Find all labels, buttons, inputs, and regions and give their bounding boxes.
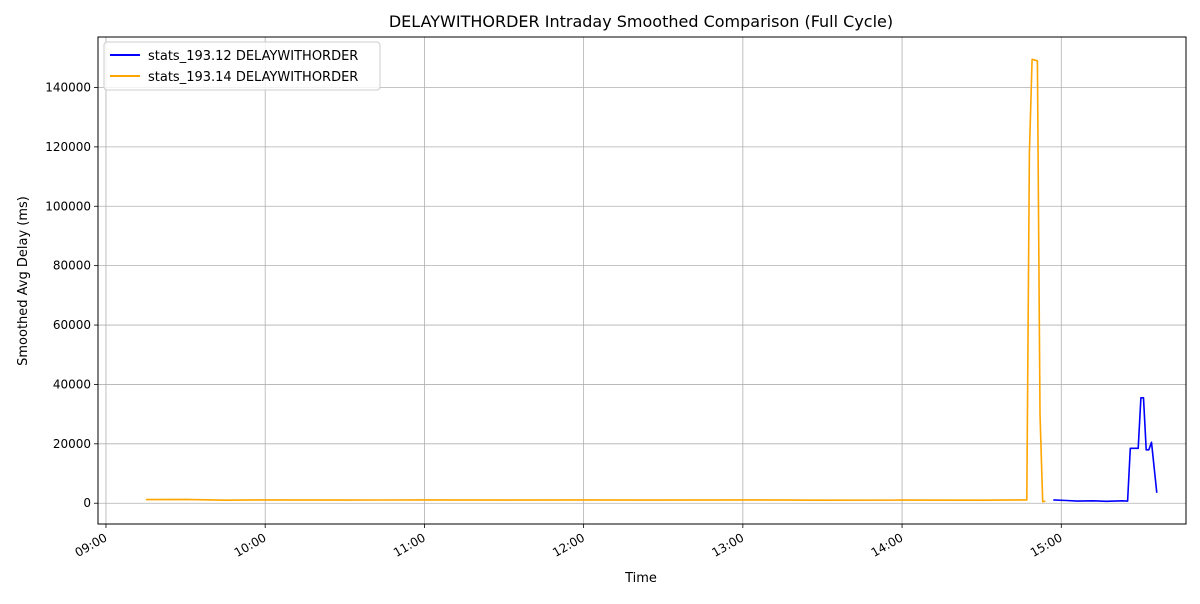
grid-lines [98, 37, 1186, 524]
y-axis-ticks: 0 20000 40000 60000 80000 100000 120000 140000 [45, 80, 98, 510]
plot-area-frame [97, 36, 1187, 525]
chart-title: DELAYWITHORDER Intraday Smoothed Compari… [389, 12, 893, 31]
x-axis-label: Time [624, 571, 657, 586]
y-tick-label: 140000 [45, 80, 91, 94]
legend-box [103, 41, 381, 91]
y-tick-label: 40000 [53, 377, 91, 391]
y-tick-label: 120000 [45, 140, 91, 154]
legend-label-2: stats_193.14 DELAYWITHORDER [148, 70, 358, 85]
y-tick-label: 80000 [53, 259, 91, 273]
y-tick-label: 100000 [45, 199, 91, 213]
y-tick-label: 20000 [53, 437, 91, 451]
series-lines [145, 58, 1158, 503]
y-tick-label: 60000 [53, 318, 91, 332]
y-axis-label: Smoothed Avg Delay (ms) [16, 196, 31, 366]
legend-label-1: stats_193.12 DELAYWITHORDER [148, 49, 358, 64]
series-line-1 [1053, 396, 1158, 503]
series-line-2 [145, 58, 1046, 503]
y-tick-label: 0 [83, 496, 91, 510]
legend: stats_193.12 DELAYWITHORDER stats_193.14 … [103, 41, 381, 91]
